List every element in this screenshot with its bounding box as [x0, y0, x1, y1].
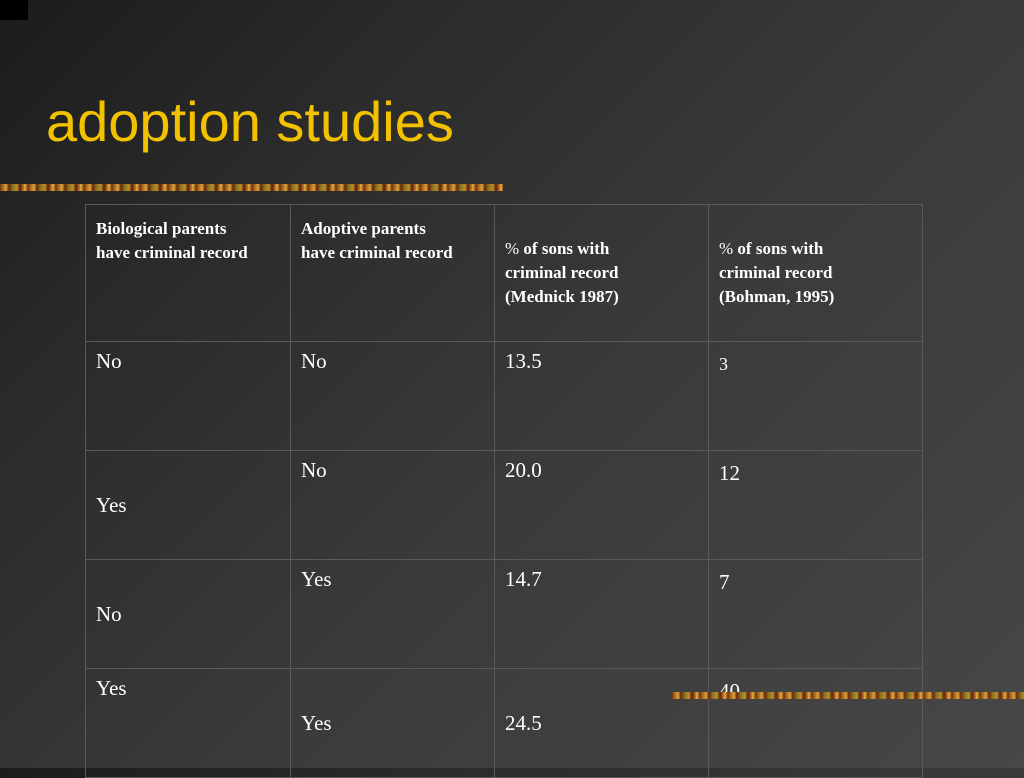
cell-adoptive: Yes: [290, 668, 495, 778]
table-row: No Yes 14.7 7: [85, 559, 923, 669]
header-mednick-1987: % of sons with criminal record (Mednick …: [494, 204, 709, 342]
decorative-divider-top: [0, 184, 503, 191]
cell-mednick: 20.0: [494, 450, 709, 560]
cell-bohman: 12: [708, 450, 923, 560]
cell-bohman: 3: [708, 341, 923, 451]
header-biological-parents: Biological parents have criminal record: [85, 204, 291, 342]
table-row: No No 13.5 3: [85, 341, 923, 451]
cell-mednick: 24.5: [494, 668, 709, 778]
adoption-data-table: Biological parents have criminal record …: [85, 204, 923, 778]
cell-bohman: 40: [708, 668, 923, 778]
corner-mark: [0, 0, 28, 20]
cell-bohman: 7: [708, 559, 923, 669]
cell-mednick: 13.5: [494, 341, 709, 451]
cell-biological: No: [85, 559, 291, 669]
cell-biological: Yes: [85, 668, 291, 778]
table-row: Yes Yes 24.5 40: [85, 668, 923, 778]
cell-biological: No: [85, 341, 291, 451]
table-header-row: Biological parents have criminal record …: [85, 204, 923, 342]
table-row: Yes No 20.0 12: [85, 450, 923, 560]
cell-adoptive: No: [290, 341, 495, 451]
cell-adoptive: Yes: [290, 559, 495, 669]
slide-title: adoption studies: [46, 90, 454, 153]
cell-adoptive: No: [290, 450, 495, 560]
cell-mednick: 14.7: [494, 559, 709, 669]
header-adoptive-parents: Adoptive parents have criminal record: [290, 204, 495, 342]
header-bohman-1995: % of sons with criminal record (Bohman, …: [708, 204, 923, 342]
decorative-divider-bottom: [672, 692, 1024, 699]
cell-biological: Yes: [85, 450, 291, 560]
